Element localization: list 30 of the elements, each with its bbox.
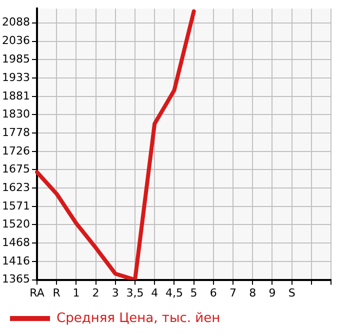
y-tick-label: 1778 xyxy=(2,126,30,139)
y-tick-label: 1416 xyxy=(2,254,30,268)
legend-label: Средняя Цена, тыс. йен xyxy=(56,310,220,326)
x-tick-label: R xyxy=(52,286,61,300)
x-tick-label: 3,5 xyxy=(126,286,144,300)
y-tick-label: 1571 xyxy=(2,199,30,212)
y-tick-label: 1468 xyxy=(2,236,30,250)
x-tick-label: 4,5 xyxy=(165,286,183,300)
y-tick-label: 2036 xyxy=(2,34,30,48)
y-tick-label: 1726 xyxy=(2,144,30,158)
y-tick-label: 1985 xyxy=(2,52,30,66)
y-tick-label: 1365 xyxy=(2,272,30,286)
x-tick-label: 4 xyxy=(151,286,158,300)
x-tick-label: 3 xyxy=(112,286,119,300)
y-tick-label: 1881 xyxy=(2,89,30,102)
x-tick-label: 8 xyxy=(249,286,256,300)
y-tick-label: 1830 xyxy=(2,107,30,120)
x-tick-label: RA xyxy=(30,286,45,300)
x-tick-label: 2 xyxy=(92,286,100,300)
y-tick-label: 1520 xyxy=(2,218,30,231)
y-tick-label: 2088 xyxy=(2,16,30,29)
x-tick-label: S xyxy=(288,286,296,300)
x-tick-label: 5 xyxy=(190,286,198,300)
x-tick-label: 7 xyxy=(230,286,236,300)
x-tick-label: 1 xyxy=(72,286,80,300)
y-tick-label: 1933 xyxy=(2,70,30,84)
x-tick-label: 9 xyxy=(268,286,276,300)
y-tick-label: 1623 xyxy=(2,180,30,194)
x-tick-label: 6 xyxy=(210,286,217,300)
y-tick-label: 1675 xyxy=(2,162,30,176)
